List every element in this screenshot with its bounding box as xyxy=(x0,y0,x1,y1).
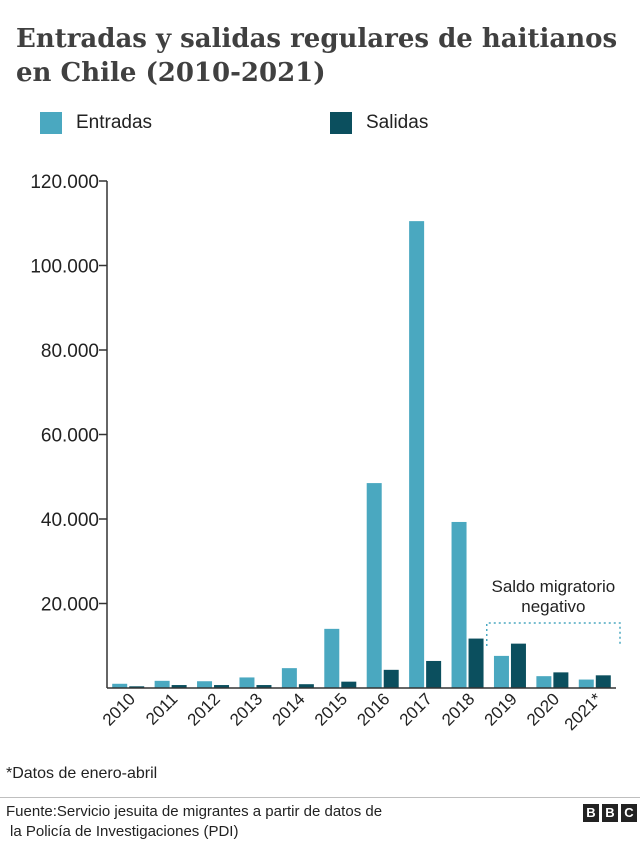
chart-title: Entradas y salidas regulares de haitiano… xyxy=(16,24,618,88)
legend-item-entradas: Entradas xyxy=(40,112,152,134)
source-note: Fuente:Servicio jesuita de migrantes a p… xyxy=(6,802,476,842)
legend-label-salidas: Salidas xyxy=(366,112,429,133)
bar-entradas-2019 xyxy=(493,655,509,688)
bar-salidas-2019 xyxy=(510,643,526,688)
bar-salidas-2014 xyxy=(298,684,314,688)
bar-salidas-2011 xyxy=(171,685,187,688)
bar-entradas-2011 xyxy=(154,680,170,688)
x-tick-label: 2010 xyxy=(99,689,139,729)
x-tick-label: 2017 xyxy=(396,689,436,729)
x-tick-label: 2021* xyxy=(561,689,606,734)
bar-entradas-2016 xyxy=(366,483,382,688)
x-tick-label: 2019 xyxy=(481,689,521,729)
bar-entradas-2014 xyxy=(281,668,297,688)
y-tick-label: 120.000 xyxy=(30,172,99,193)
annotation-label: Saldo migratorio xyxy=(491,577,615,596)
bar-entradas-2018 xyxy=(451,521,467,688)
bar-chart: 20.000 40.000 60.000 80.000 100.000 120.000 20… xyxy=(30,172,621,734)
bbc-logo-letter: B xyxy=(602,804,618,822)
x-tick-label: 2020 xyxy=(523,689,563,729)
bbc-logo-letter: B xyxy=(583,804,599,822)
y-tick-label: 80.000 xyxy=(41,341,99,362)
y-tick-label: 20.000 xyxy=(41,595,99,616)
bbc-logo: B B C xyxy=(583,804,637,822)
bar-salidas-2016 xyxy=(383,669,399,688)
bar-salidas-2020 xyxy=(553,672,569,688)
legend-item-salidas: Salidas xyxy=(330,112,428,134)
legend: Entradas Salidas xyxy=(0,112,640,142)
y-tick-label: 40.000 xyxy=(41,510,99,531)
x-tick-label: 2013 xyxy=(226,689,266,729)
x-tick-label: 2011 xyxy=(142,689,181,728)
x-tick-label: 2012 xyxy=(184,689,224,729)
bar-salidas-2015 xyxy=(341,681,357,688)
y-tick-label: 100.000 xyxy=(30,257,99,278)
annotation-bracket xyxy=(486,622,621,646)
legend-label-entradas: Entradas xyxy=(76,112,153,133)
bar-entradas-2021 xyxy=(578,679,594,688)
footnote: *Datos de enero-abril xyxy=(6,765,158,782)
x-tick-label: 2014 xyxy=(269,689,309,729)
y-tick-label: 60.000 xyxy=(41,426,99,447)
bar-salidas-2010 xyxy=(129,686,145,688)
bar-entradas-2010 xyxy=(112,683,128,688)
source-line-1: Fuente:Servicio jesuita de migrantes a p… xyxy=(6,803,383,820)
bar-salidas-2018 xyxy=(468,638,484,688)
bar-entradas-2015 xyxy=(324,628,340,688)
x-tick-label: 2018 xyxy=(438,689,478,729)
legend-swatch-salidas xyxy=(330,112,352,134)
legend-swatch-entradas xyxy=(40,112,62,134)
x-tick-label: 2015 xyxy=(311,689,351,729)
bar-salidas-2017 xyxy=(426,660,442,688)
bbc-logo-letter: C xyxy=(621,804,637,822)
bar-salidas-2012 xyxy=(214,685,230,688)
bar-entradas-2012 xyxy=(197,681,213,688)
bar-salidas-2013 xyxy=(256,685,272,688)
source-line-2: la Policía de Investigaciones (PDI) xyxy=(10,823,239,840)
divider xyxy=(0,797,640,798)
bar-entradas-2020 xyxy=(536,676,552,688)
bar-salidas-2021 xyxy=(595,675,611,688)
bar-entradas-2013 xyxy=(239,677,255,688)
annotation-label: negativo xyxy=(521,597,585,616)
bar-entradas-2017 xyxy=(409,221,425,688)
x-tick-label: 2016 xyxy=(353,689,393,729)
